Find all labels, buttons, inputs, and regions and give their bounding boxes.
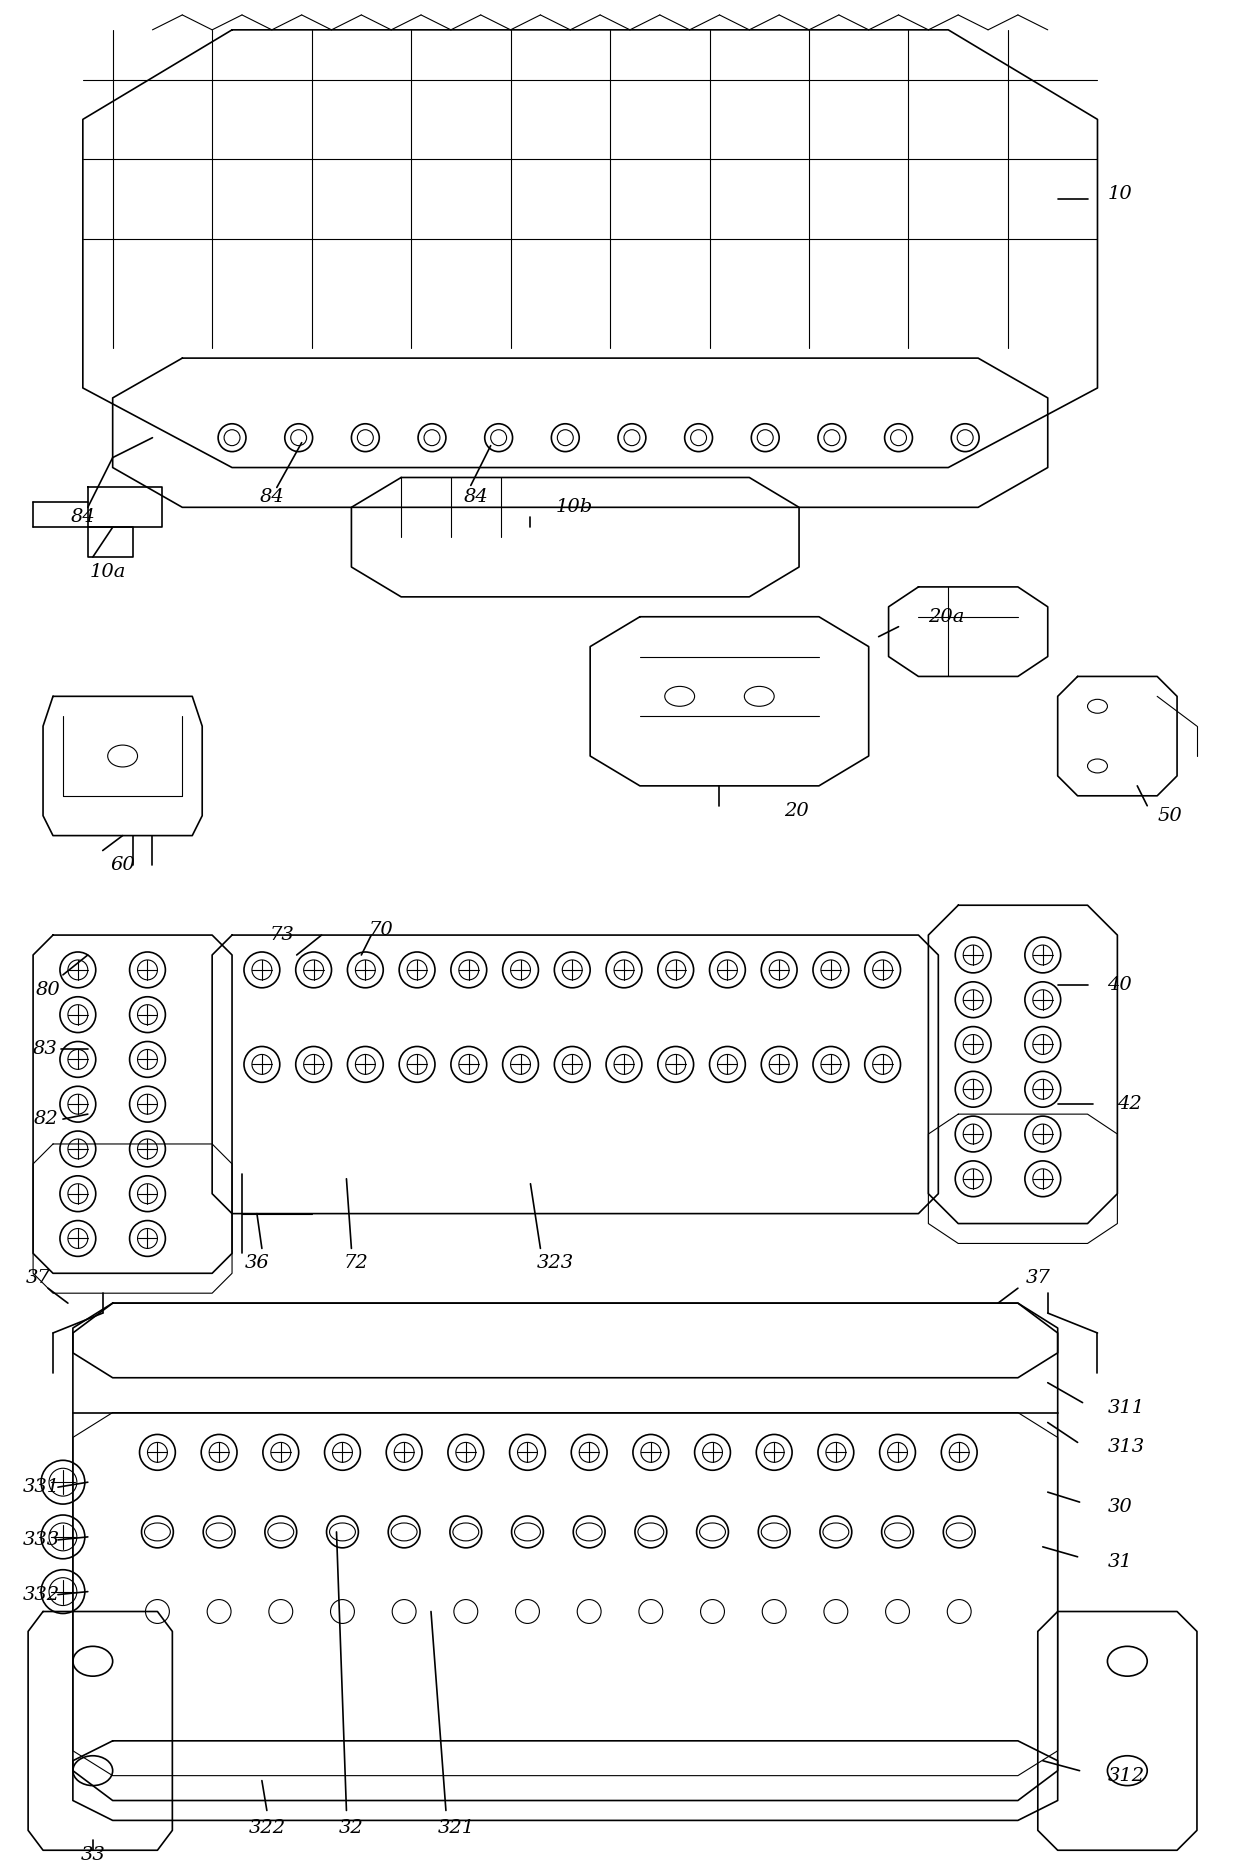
Text: 80: 80	[36, 980, 61, 999]
Text: 312: 312	[1107, 1767, 1145, 1784]
Text: 321: 321	[438, 1819, 475, 1838]
Text: 40: 40	[1107, 977, 1132, 994]
Text: 83: 83	[32, 1040, 57, 1059]
Text: 73: 73	[269, 926, 294, 943]
Text: 50: 50	[1157, 807, 1182, 824]
Text: 20a: 20a	[929, 608, 965, 626]
Text: 42: 42	[1117, 1096, 1142, 1113]
Text: 36: 36	[244, 1254, 269, 1273]
Text: 32: 32	[339, 1819, 363, 1838]
Text: 10: 10	[1107, 185, 1132, 203]
Text: 30: 30	[1107, 1499, 1132, 1515]
Text: 31: 31	[1107, 1553, 1132, 1571]
Text: 313: 313	[1107, 1439, 1145, 1456]
Text: 331: 331	[22, 1478, 60, 1497]
Text: 332: 332	[22, 1586, 60, 1603]
Text: 84: 84	[259, 488, 284, 507]
Text: 72: 72	[343, 1254, 368, 1273]
Text: 37: 37	[26, 1269, 51, 1288]
Text: 20: 20	[784, 802, 808, 820]
Text: 322: 322	[248, 1819, 285, 1838]
Text: 60: 60	[110, 856, 135, 874]
Text: 37: 37	[1025, 1269, 1050, 1288]
Text: 333: 333	[22, 1530, 60, 1549]
Text: 82: 82	[33, 1111, 58, 1128]
Text: 10b: 10b	[556, 498, 593, 516]
Text: 323: 323	[537, 1254, 574, 1273]
Text: 10a: 10a	[89, 563, 126, 582]
Text: 84: 84	[71, 509, 95, 526]
Text: 70: 70	[368, 921, 393, 939]
Text: 311: 311	[1107, 1398, 1145, 1417]
Text: 33: 33	[81, 1845, 105, 1864]
Text: 84: 84	[464, 488, 489, 507]
